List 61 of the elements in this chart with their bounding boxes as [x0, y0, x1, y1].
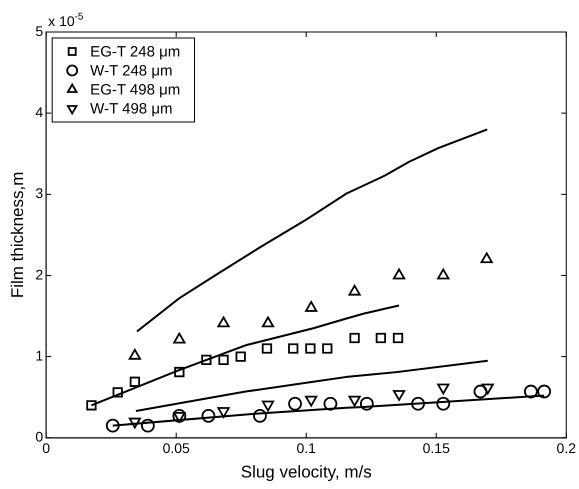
point: [474, 384, 488, 398]
x-tick-label: 0.15: [422, 440, 450, 456]
y-tick-label: 5: [35, 22, 44, 39]
point: [288, 396, 302, 411]
point: [480, 252, 493, 264]
point: [201, 354, 212, 366]
point: [482, 384, 494, 394]
point: [305, 301, 318, 312]
point: [360, 396, 374, 411]
point: [524, 384, 538, 398]
point: [392, 268, 406, 280]
point: [172, 408, 186, 423]
y-tick-label: 1: [35, 348, 44, 364]
point: [106, 418, 120, 433]
point: [305, 396, 318, 407]
point: [173, 412, 186, 423]
legend-label: W-T 248 μm: [90, 62, 172, 80]
point: [349, 332, 360, 344]
point: [324, 396, 338, 411]
point: [305, 343, 316, 354]
point: [128, 418, 141, 428]
x-axis-title: Slug velocity, m/s: [240, 462, 372, 482]
point: [436, 396, 450, 411]
point: [288, 343, 298, 354]
point: [217, 407, 230, 418]
point: [262, 316, 274, 328]
point: [253, 408, 267, 423]
point: [112, 387, 123, 398]
x-tick-label: 0.05: [162, 440, 190, 456]
point: [411, 396, 425, 411]
point: [236, 352, 246, 362]
point: [262, 400, 274, 412]
point: [217, 316, 230, 328]
legend-label: EG-T 498 μm: [90, 82, 180, 99]
point: [437, 268, 450, 280]
point: [262, 343, 272, 354]
point: [322, 343, 332, 354]
point: [202, 408, 216, 423]
y-tick-label: 0: [35, 428, 44, 445]
point: [128, 348, 141, 360]
y-tick-label: 3: [35, 185, 44, 202]
point: [392, 332, 404, 344]
x-tick-label: 0.2: [556, 440, 576, 456]
point: [174, 366, 184, 378]
y-tick-label: 2: [35, 266, 44, 282]
point: [537, 384, 552, 398]
point: [376, 332, 386, 344]
point: [437, 384, 450, 394]
legend-label: W-T 498 μm: [90, 100, 172, 118]
x-tick-label: 0.1: [296, 440, 316, 456]
point: [392, 390, 406, 401]
y-axis-title: Film thickness,m: [8, 172, 27, 298]
point: [348, 396, 361, 407]
point: [86, 400, 97, 410]
point: [218, 354, 229, 366]
point: [348, 284, 361, 296]
point: [173, 332, 186, 344]
point: [140, 418, 155, 433]
y-tick-label: 4: [35, 104, 44, 120]
legend-label: EG-T 248 μm: [90, 44, 180, 61]
point: [130, 376, 140, 387]
